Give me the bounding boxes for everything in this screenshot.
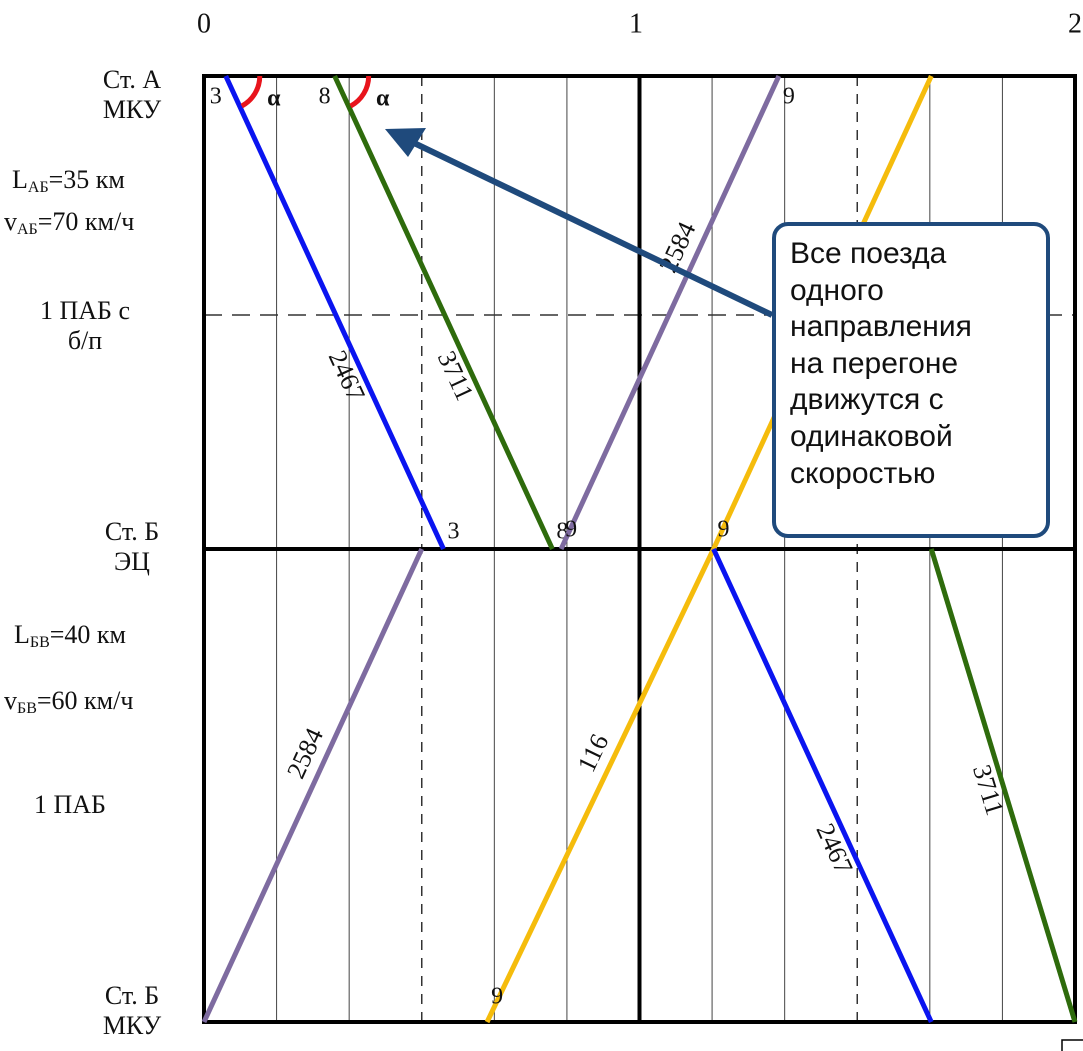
station-a-name: Ст. А bbox=[102, 65, 162, 94]
callout-arrow-head bbox=[385, 128, 426, 157]
time-tick-label: 0 bbox=[197, 8, 211, 39]
departure-minute: 9 bbox=[491, 984, 503, 1010]
angle-alpha-label: α bbox=[267, 86, 281, 112]
train-line-2584 bbox=[201, 547, 425, 1024]
departure-minute: 3 bbox=[210, 84, 222, 110]
station-b-top-name: Ст. Б bbox=[104, 517, 160, 546]
arrival-minute: 3 bbox=[448, 519, 460, 545]
departure-minute: 9 bbox=[565, 517, 577, 543]
callout-box: Все поезда одного направления на перегон… bbox=[772, 222, 1050, 538]
section-bv-length: LБВ=40 км bbox=[14, 620, 126, 651]
station-b-bottom-name: Ст. Б bbox=[104, 981, 160, 1010]
arrival-minute: 9 bbox=[783, 84, 795, 110]
callout-line: на перегоне bbox=[790, 346, 959, 380]
train-number-label: 2584 bbox=[281, 724, 329, 783]
callout-line: скоростью bbox=[790, 456, 936, 490]
train-line-2467 bbox=[223, 74, 446, 551]
train-number-label: 2467 bbox=[323, 346, 371, 405]
corner-mark bbox=[1061, 1039, 1083, 1051]
station-b-bottom-type: МКУ bbox=[102, 1010, 162, 1040]
section-bv-block: 1 ПАБ bbox=[34, 790, 106, 819]
station-b-top-label: Ст. Б ЭЦ bbox=[72, 517, 192, 577]
station-a-label: Ст. А МКУ bbox=[72, 65, 192, 125]
callout-line: Все поезда bbox=[790, 237, 947, 270]
callout-arrow-line bbox=[410, 139, 774, 318]
callout-line: движутся с bbox=[790, 383, 944, 417]
section-bv-speed: vБВ=60 км/ч bbox=[4, 686, 134, 717]
section-ab-length: LАБ=35 км bbox=[12, 165, 125, 196]
callout-line: направления bbox=[790, 310, 972, 344]
time-tick-label: 2 bbox=[1068, 8, 1082, 39]
departure-minute: 9 bbox=[718, 517, 730, 543]
train-line-3711 bbox=[332, 74, 555, 551]
callout-line: одинаковой bbox=[790, 419, 953, 453]
train-line-3711 bbox=[928, 548, 1078, 1023]
station-b-bottom-label: Ст. Б МКУ bbox=[72, 981, 192, 1041]
train-number-label: 3711 bbox=[967, 761, 1010, 818]
time-tick-label: 1 bbox=[629, 8, 643, 39]
angle-arc bbox=[349, 75, 372, 109]
train-line-2584 bbox=[558, 74, 782, 551]
station-a-type: МКУ bbox=[102, 94, 162, 124]
train-line-2467 bbox=[711, 547, 934, 1024]
angle-alpha-label: α bbox=[376, 86, 390, 112]
angle-arc bbox=[240, 75, 263, 109]
train-number-label: 3711 bbox=[432, 346, 480, 404]
train-line-116 bbox=[484, 547, 716, 1024]
train-number-label: 2467 bbox=[810, 819, 858, 878]
callout-line: одного bbox=[790, 273, 884, 307]
departure-minute: 8 bbox=[319, 84, 331, 110]
section-ab-speed: vАБ=70 км/ч bbox=[4, 207, 135, 238]
station-b-top-type: ЭЦ bbox=[114, 546, 150, 576]
section-ab-block: 1 ПАБ с б/п bbox=[39, 296, 131, 355]
